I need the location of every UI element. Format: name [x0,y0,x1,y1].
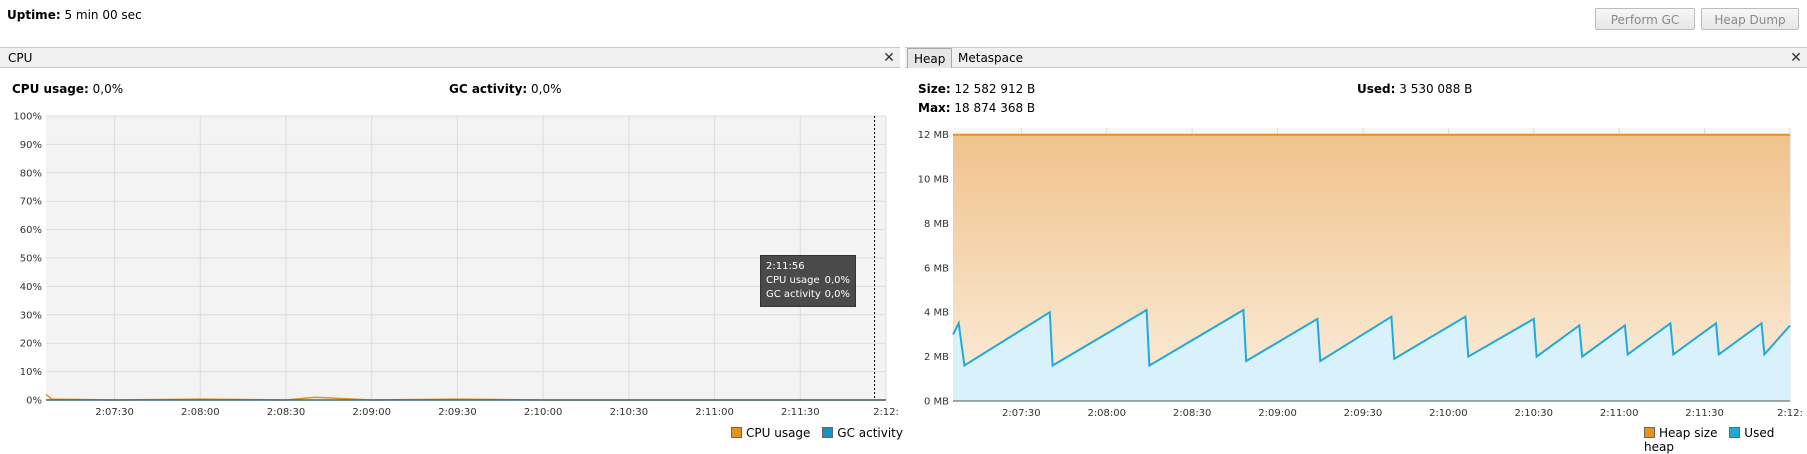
x-tick-label: 2:11:00 [1600,408,1639,419]
x-tick-label: 2:12: [1777,408,1803,419]
legend-cpu-swatch [731,427,742,438]
x-tick-label: 2:10:00 [1429,408,1468,419]
gc-activity-stat: GC activity: 0,0% [449,82,562,96]
heap-used-value: 3 530 088 B [1399,82,1473,96]
heap-size-stat: Size: 12 582 912 B [918,82,1035,96]
y-tick-label: 4 MB [924,308,949,319]
gc-activity-value: 0,0% [531,82,562,96]
uptime-value: 5 min 00 sec [64,8,142,22]
legend-used-heap-swatch [1729,427,1741,438]
x-tick-label: 2:09:00 [1258,408,1297,419]
close-icon[interactable]: ✕ [1790,50,1802,66]
y-tick-label: 8 MB [924,219,949,230]
tab-metaspace[interactable]: Metaspace [958,51,1023,65]
heap-max-value: 18 874 368 B [954,101,1036,115]
x-tick-label: 2:09:00 [352,407,391,418]
legend-gc-label: GC activity [837,426,903,440]
uptime-label: Uptime: [7,8,61,22]
cpu-tab-bar: CPU ✕ [0,47,900,68]
legend-heap-size-label: Heap size [1659,426,1718,440]
cpu-usage-value: 0,0% [92,82,124,96]
heap-max-stat: Max: 18 874 368 B [918,101,1035,115]
y-tick-label: 80% [20,168,42,179]
x-tick-label: 2:10:30 [610,407,649,418]
legend-cpu-label: CPU usage [746,426,811,440]
x-tick-label: 2:08:30 [1173,408,1212,419]
memory-tab-bar: Heap Metaspace ✕ [905,47,1807,68]
legend-heap-size-swatch [1644,427,1655,438]
y-tick-label: 90% [20,140,42,151]
heap-chart[interactable]: 0 MB 2 MB 4 MB 6 MB 8 MB 10 MB 12 MB 2:07:30 2:0… [905,118,1807,423]
x-tick-label: 2:07:30 [95,407,134,418]
y-tick-label: 0 MB [924,397,949,408]
legend-cpu: CPU usage [731,426,810,440]
x-tick-label: 2:08:00 [1087,408,1126,419]
tab-heap[interactable]: Heap [907,48,953,68]
heap-max-label: Max: [918,101,951,115]
x-tick-label: 2:08:00 [181,407,220,418]
y-tick-label: 20% [20,339,42,350]
tooltip-gc-label: GC activity [766,289,821,300]
y-tick-label: 40% [20,282,42,293]
gc-activity-label: GC activity: [449,82,528,96]
x-tick-label: 2:12: [873,407,899,418]
heap-used-label: Used: [1357,82,1396,96]
tooltip-cpu-label: CPU usage [766,275,820,286]
heap-size-label: Size: [918,82,951,96]
x-tick-label: 2:08:30 [267,407,306,418]
x-tick-label: 2:09:30 [1344,408,1383,419]
tooltip-gc-row: GC activity 0,0% [766,288,850,302]
tab-cpu[interactable]: CPU [8,51,33,65]
tooltip-time: 2:11:56 [766,261,805,272]
x-tick-label: 2:10:30 [1514,408,1553,419]
heap-legend: Heap size Used heap [1644,426,1807,454]
heap-size-value: 12 582 912 B [954,82,1036,96]
legend-heap-size: Heap size [1644,426,1717,440]
tooltip-cpu-value: 0,0% [824,275,850,286]
heap-dump-button[interactable]: Heap Dump [1701,8,1799,30]
y-tick-label: 12 MB [918,130,950,141]
tooltip-gc-value: 0,0% [824,289,850,300]
y-tick-label: 50% [20,254,42,265]
close-icon[interactable]: ✕ [883,50,895,66]
legend-gc-swatch [822,427,834,438]
y-tick-label: 100% [13,112,42,123]
perform-gc-button[interactable]: Perform GC [1595,8,1695,30]
cpu-usage-stat: CPU usage: 0,0% [12,82,123,96]
x-tick-label: 2:10:00 [524,407,563,418]
cpu-legend: CPU usage GC activity [731,426,903,440]
legend-gc: GC activity [822,426,903,440]
y-tick-label: 70% [20,197,42,208]
cpu-usage-label: CPU usage: [12,82,89,96]
x-tick-label: 2:11:00 [695,407,734,418]
y-tick-label: 6 MB [924,263,949,274]
used-heap-line [952,308,1791,368]
cpu-tooltip: 2:11:56 CPU usage 0,0% GC activity 0,0% [760,255,856,307]
tooltip-cpu-row: CPU usage 0,0% [766,274,850,288]
y-tick-label: 30% [20,310,42,321]
used-heap-area [953,310,1790,401]
x-tick-label: 2:07:30 [1002,408,1041,419]
x-tick-label: 2:09:30 [438,407,477,418]
uptime: Uptime: 5 min 00 sec [7,8,142,22]
y-tick-label: 10% [20,367,42,378]
y-tick-label: 0% [26,396,42,407]
y-tick-label: 2 MB [924,352,949,363]
cpu-chart[interactable]: 0% 10% 20% 30% 40% 50% 60% 70% 80% 90% 100% 2:07:30… [0,100,900,422]
y-tick-label: 60% [20,225,42,236]
heap-used-stat: Used: 3 530 088 B [1357,82,1472,96]
x-tick-label: 2:11:30 [1685,408,1724,419]
x-tick-label: 2:11:30 [781,407,820,418]
y-tick-label: 10 MB [918,175,950,186]
